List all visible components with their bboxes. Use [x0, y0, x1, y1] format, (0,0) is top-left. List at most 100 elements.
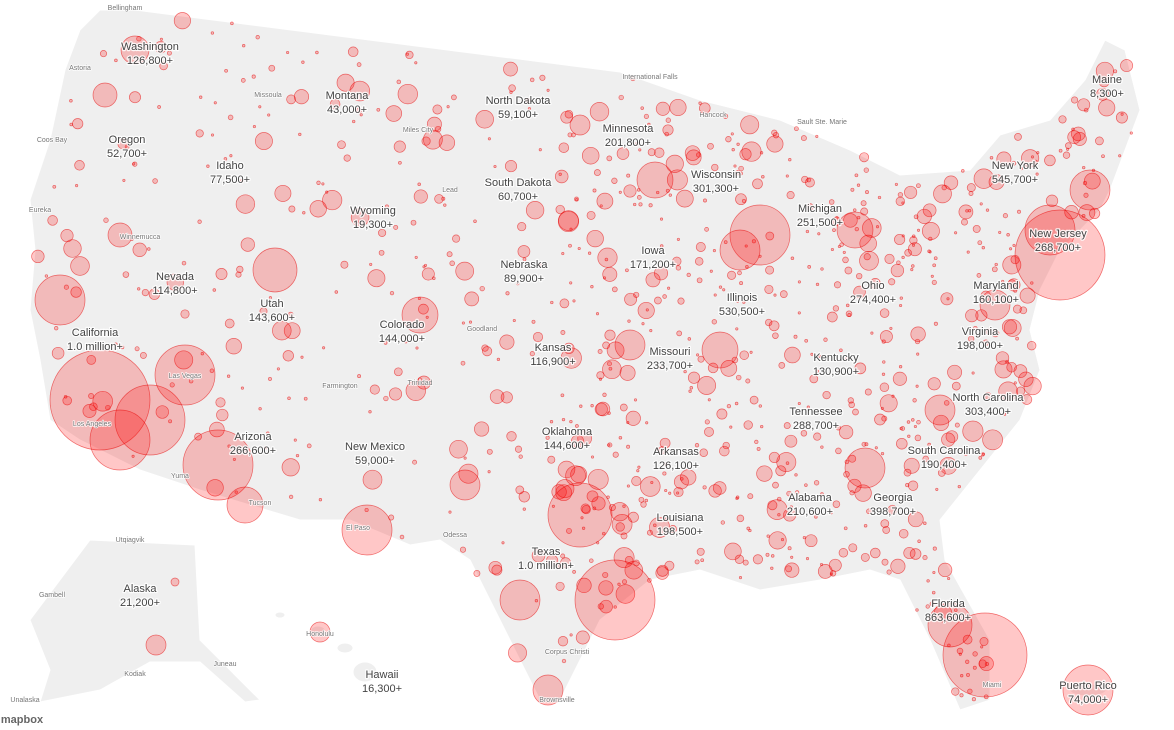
bubble	[565, 465, 586, 487]
bubble	[240, 386, 244, 390]
bubble	[813, 432, 822, 441]
bubble	[707, 398, 711, 402]
bubble	[838, 424, 854, 440]
bubble	[822, 390, 831, 400]
bubble	[887, 504, 898, 515]
hawaii-island	[352, 661, 378, 683]
bubble	[263, 446, 268, 450]
bubble	[907, 480, 919, 491]
bubble	[886, 569, 892, 575]
bubble	[595, 401, 611, 417]
bubble	[644, 498, 649, 503]
bubble	[784, 562, 800, 578]
bubble	[414, 61, 418, 65]
bubble	[287, 396, 291, 401]
bubble	[225, 338, 242, 355]
state-cases: 530,500+	[719, 306, 765, 318]
state-cases: 144,000+	[379, 333, 425, 345]
bubble	[122, 178, 126, 182]
bubble	[618, 435, 623, 440]
bubble	[89, 409, 151, 471]
bubble	[1015, 336, 1019, 341]
bubble	[835, 425, 841, 431]
bubble	[417, 182, 421, 187]
bubble	[1095, 136, 1104, 146]
bubble	[1082, 165, 1086, 170]
bubble	[182, 429, 254, 501]
bubble	[931, 590, 936, 595]
bubble	[932, 546, 937, 551]
bubble	[756, 465, 773, 482]
state-name: Alaska	[123, 583, 157, 595]
bubble	[508, 84, 516, 92]
bubble	[785, 174, 789, 178]
bubble	[137, 287, 141, 291]
bubble	[212, 288, 217, 292]
bubble	[47, 215, 58, 226]
place-label: Sault Ste. Marie	[797, 119, 847, 126]
bubble	[525, 97, 531, 103]
bubble	[173, 12, 191, 30]
bubble	[132, 242, 147, 257]
bubble	[51, 346, 65, 360]
bubble	[668, 491, 672, 495]
state-name: South Carolina	[908, 445, 982, 457]
bubble	[915, 608, 919, 612]
bubble	[169, 382, 175, 388]
bubble	[712, 481, 727, 495]
bubble	[597, 603, 604, 610]
bubble	[341, 504, 393, 556]
bubble	[982, 339, 990, 346]
bubble	[209, 368, 215, 374]
bubble	[772, 332, 779, 339]
bubble	[991, 266, 998, 273]
bubble	[501, 541, 505, 545]
bubble	[736, 142, 740, 146]
bubble	[806, 405, 810, 409]
bubble	[92, 390, 113, 412]
bubble	[1003, 319, 1022, 337]
bubble	[1018, 371, 1034, 387]
bubble	[86, 355, 97, 365]
bubble	[809, 374, 819, 384]
state-name: Maryland	[973, 280, 1018, 292]
bubble	[195, 129, 204, 138]
bubble	[664, 488, 668, 493]
place-label: Brownsville	[539, 697, 575, 704]
bubble	[998, 230, 1002, 234]
bubble	[971, 371, 975, 375]
bubble	[965, 308, 979, 323]
bubble	[694, 257, 704, 266]
state-cases: 301,300+	[693, 183, 739, 195]
bubble	[1089, 207, 1101, 219]
bubble	[963, 451, 969, 456]
bubble	[619, 403, 628, 412]
bubble	[258, 407, 262, 411]
bubble	[209, 421, 225, 438]
bubble	[131, 454, 135, 458]
bubble	[255, 35, 260, 40]
bubble	[747, 493, 754, 500]
bubble	[145, 634, 167, 656]
bubble	[718, 285, 723, 289]
bubble	[383, 395, 389, 402]
bubble	[677, 297, 685, 305]
bubble	[859, 234, 877, 253]
bubble	[922, 203, 937, 218]
bubble	[956, 647, 964, 655]
bubble	[560, 393, 565, 398]
state-name: Wyoming	[350, 205, 396, 217]
bubble	[122, 271, 130, 278]
bubble	[152, 178, 158, 184]
bubble	[910, 268, 914, 272]
bubble	[592, 188, 597, 193]
bubble	[259, 307, 268, 316]
state-name: Louisiana	[656, 512, 704, 524]
bubble	[907, 434, 911, 438]
state-name: Texas	[532, 546, 561, 558]
bubble	[624, 292, 638, 306]
bubble	[197, 219, 202, 224]
bubble	[120, 35, 150, 65]
bubble	[985, 208, 990, 212]
bubble	[933, 184, 952, 204]
